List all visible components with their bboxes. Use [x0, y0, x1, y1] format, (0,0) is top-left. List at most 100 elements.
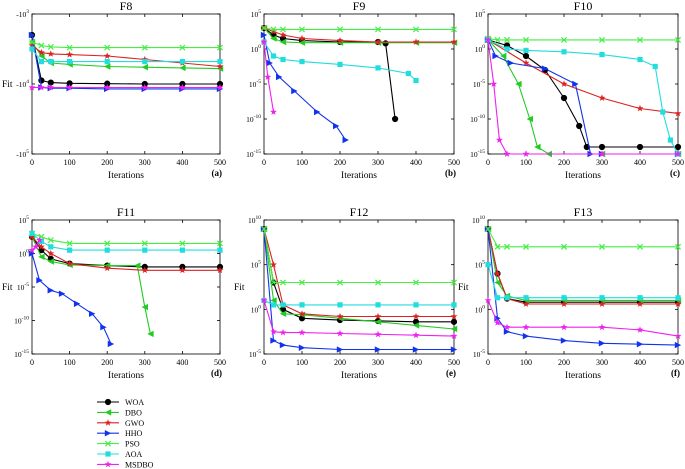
data-point-hho — [100, 324, 107, 331]
series-line-dbo — [263, 27, 454, 44]
data-point-hho — [342, 136, 349, 144]
data-point-woa — [450, 318, 458, 325]
data-point-gwo — [37, 243, 45, 250]
x-tick-label: 200 — [334, 158, 346, 167]
x-tick-label: 200 — [101, 158, 113, 167]
data-point-aoa — [179, 247, 185, 253]
data-point-gwo — [636, 300, 644, 307]
series-line-pso — [31, 232, 220, 244]
data-point-pso — [104, 240, 111, 247]
data-point-msdbo — [264, 73, 272, 80]
y-tick-label: 10-5 — [473, 349, 485, 359]
data-point-pso — [270, 26, 277, 33]
data-point-hho — [450, 346, 458, 353]
data-point-aoa — [637, 295, 643, 301]
series-line-woa — [487, 39, 678, 148]
data-point-msdbo — [28, 246, 36, 254]
data-point-hho — [107, 340, 115, 348]
x-tick-label: 100 — [64, 158, 76, 167]
data-point-pso — [560, 36, 568, 43]
y-tick-label: -105 — [16, 149, 29, 159]
y-tick-label: 105 — [19, 215, 30, 225]
data-point-dbo — [515, 80, 522, 88]
data-point-gwo — [66, 51, 74, 58]
data-point-msdbo — [216, 83, 224, 91]
x-tick-label: 500 — [448, 358, 460, 367]
x-axis-label: Iterations — [108, 171, 144, 181]
data-point-hho — [412, 346, 420, 353]
x-tick-label: 200 — [558, 358, 570, 367]
data-point-pso — [28, 38, 36, 46]
y-tick-label: 10-15 — [14, 349, 29, 359]
data-point-pso — [674, 36, 682, 43]
data-point-msdbo — [141, 83, 149, 91]
data-point-msdbo — [674, 332, 682, 340]
data-point-pso — [674, 243, 682, 250]
panel-label: (e) — [446, 368, 456, 378]
panel-title: F12 — [350, 205, 369, 219]
data-point-aoa — [270, 53, 277, 59]
data-point-pso — [450, 279, 458, 286]
data-point-woa — [674, 143, 682, 151]
y-tick-label: 100 — [251, 44, 262, 54]
data-point-msdbo — [270, 108, 277, 115]
data-point-gwo — [522, 300, 530, 307]
x-tick-label: 500 — [672, 158, 684, 167]
data-point-aoa — [299, 302, 305, 308]
x-tick-label: 300 — [596, 358, 608, 367]
data-point-msdbo — [503, 150, 511, 157]
data-point-dbo — [279, 310, 287, 317]
data-point-msdbo — [674, 150, 682, 157]
data-point-aoa — [29, 230, 35, 236]
legend-marker-woa — [104, 398, 112, 406]
data-point-hho — [541, 65, 549, 72]
data-point-hho — [674, 341, 682, 349]
data-point-gwo — [28, 233, 36, 240]
data-point-aoa — [38, 59, 44, 65]
x-axis-label: Iterations — [565, 171, 601, 181]
legend-marker-msdbo — [104, 460, 112, 468]
data-point-pso — [636, 243, 644, 250]
y-tick-label: 10-10 — [14, 316, 29, 326]
data-point-pso — [260, 225, 268, 232]
data-point-gwo — [560, 300, 568, 307]
y-tick-label: 10-5 — [473, 79, 485, 89]
data-point-gwo — [216, 266, 224, 274]
y-tick-label: 10-5 — [249, 349, 261, 359]
data-point-hho — [503, 328, 511, 335]
data-point-aoa — [652, 63, 658, 70]
data-point-gwo — [47, 249, 55, 257]
series-line-pso — [31, 41, 220, 49]
x-tick-label: 200 — [101, 358, 113, 367]
data-point-gwo — [298, 310, 306, 317]
data-point-hho — [374, 346, 382, 353]
y-tick-label: 100 — [475, 44, 486, 54]
data-point-gwo — [450, 38, 458, 45]
data-point-msdbo — [495, 136, 503, 143]
data-point-hho — [276, 73, 283, 81]
data-point-msdbo — [32, 243, 40, 250]
data-point-pso — [179, 44, 186, 51]
data-point-pso — [38, 42, 45, 49]
data-point-aoa — [337, 302, 343, 308]
x-axis-label: Iterations — [341, 171, 377, 181]
series-line-aoa — [487, 39, 679, 155]
x-tick-label: 400 — [176, 158, 188, 167]
data-point-pso — [104, 44, 111, 51]
data-point-pso — [503, 36, 511, 43]
data-point-msdbo — [260, 38, 268, 45]
y-tick-label: 10-5 — [17, 282, 29, 292]
y-tick-label: 10-10 — [246, 114, 261, 124]
legend-label-gwo: GWO — [125, 419, 144, 428]
y-tick-label: 100 — [251, 304, 262, 314]
data-point-gwo — [270, 27, 277, 35]
data-point-aoa — [504, 46, 510, 52]
data-point-gwo — [103, 264, 111, 272]
data-point-pso — [522, 36, 530, 43]
data-point-aoa — [561, 49, 567, 55]
y-tick-label: -104 — [16, 79, 29, 89]
x-tick-label: 200 — [334, 358, 346, 367]
y-tick-label: -103 — [16, 9, 29, 19]
data-point-hho — [522, 332, 530, 340]
series-line-gwo — [487, 228, 678, 305]
